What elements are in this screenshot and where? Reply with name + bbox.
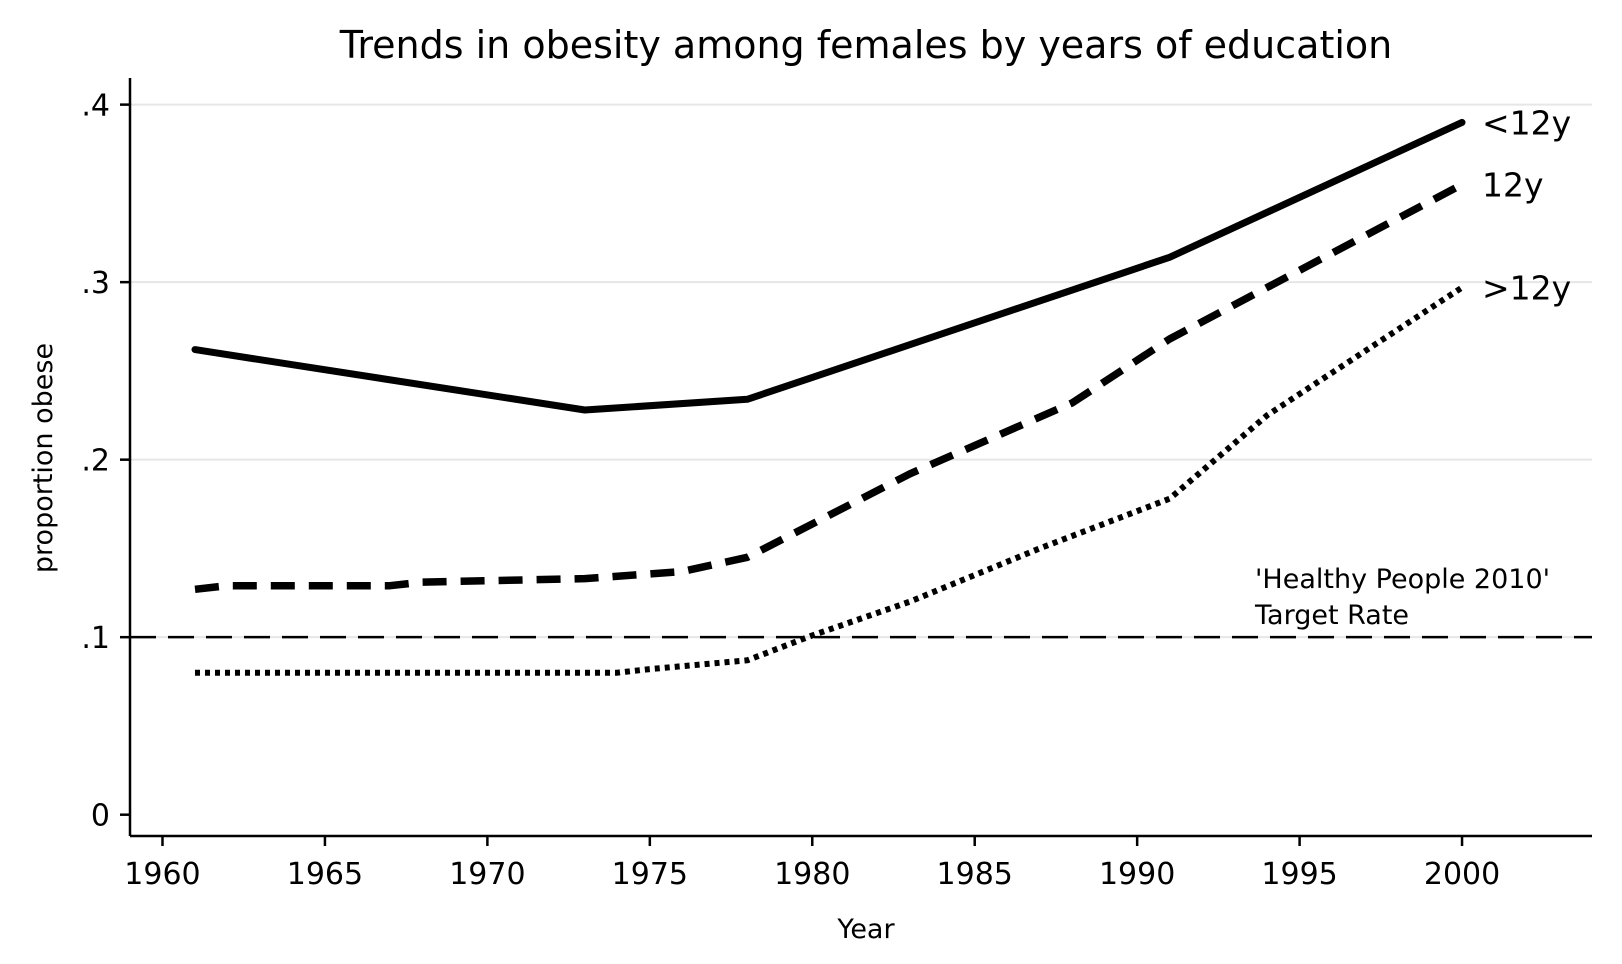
series-label-2: >12y (1482, 268, 1571, 307)
x-tick-label-1: 1965 (287, 857, 363, 892)
x-axis-label: Year (836, 914, 895, 945)
x-tick-label-8: 2000 (1424, 857, 1500, 892)
y-tick-label-3: .3 (81, 266, 110, 301)
series-label-0: <12y (1482, 103, 1571, 142)
series-layer (191, 118, 1466, 676)
x-tick-label-3: 1975 (612, 857, 688, 892)
series-label-layer: <12y 12y >12y (1482, 103, 1571, 307)
series-line-2 (195, 284, 1464, 676)
y-tick-label-1: .1 (81, 621, 110, 656)
x-tick-label-4: 1980 (774, 857, 850, 892)
axis-layer: 0 .1 .2 .3 .4 1960 1965 1970 1975 1980 1985 1990 199… (81, 78, 1592, 892)
reference-line-label-1: 'Healthy People 2010' (1255, 564, 1550, 595)
x-tick-label-6: 1990 (1099, 857, 1175, 892)
series-line-1 (194, 181, 1464, 594)
y-tick-label-0: 0 (91, 799, 110, 834)
y-axis-label: proportion obese (28, 343, 59, 573)
x-tick-label-0: 1960 (124, 857, 200, 892)
reference-line-label-2: Target Rate (1254, 600, 1409, 631)
series-line-0 (191, 118, 1466, 414)
x-tick-label-2: 1970 (449, 857, 525, 892)
series-label-1: 12y (1482, 166, 1544, 205)
x-tick-label-7: 1995 (1261, 857, 1337, 892)
x-tick-label-5: 1985 (937, 857, 1013, 892)
y-tick-label-4: .4 (81, 89, 110, 124)
y-tick-label-2: .2 (81, 444, 110, 479)
chart-title: Trends in obesity among females by years… (339, 23, 1392, 67)
